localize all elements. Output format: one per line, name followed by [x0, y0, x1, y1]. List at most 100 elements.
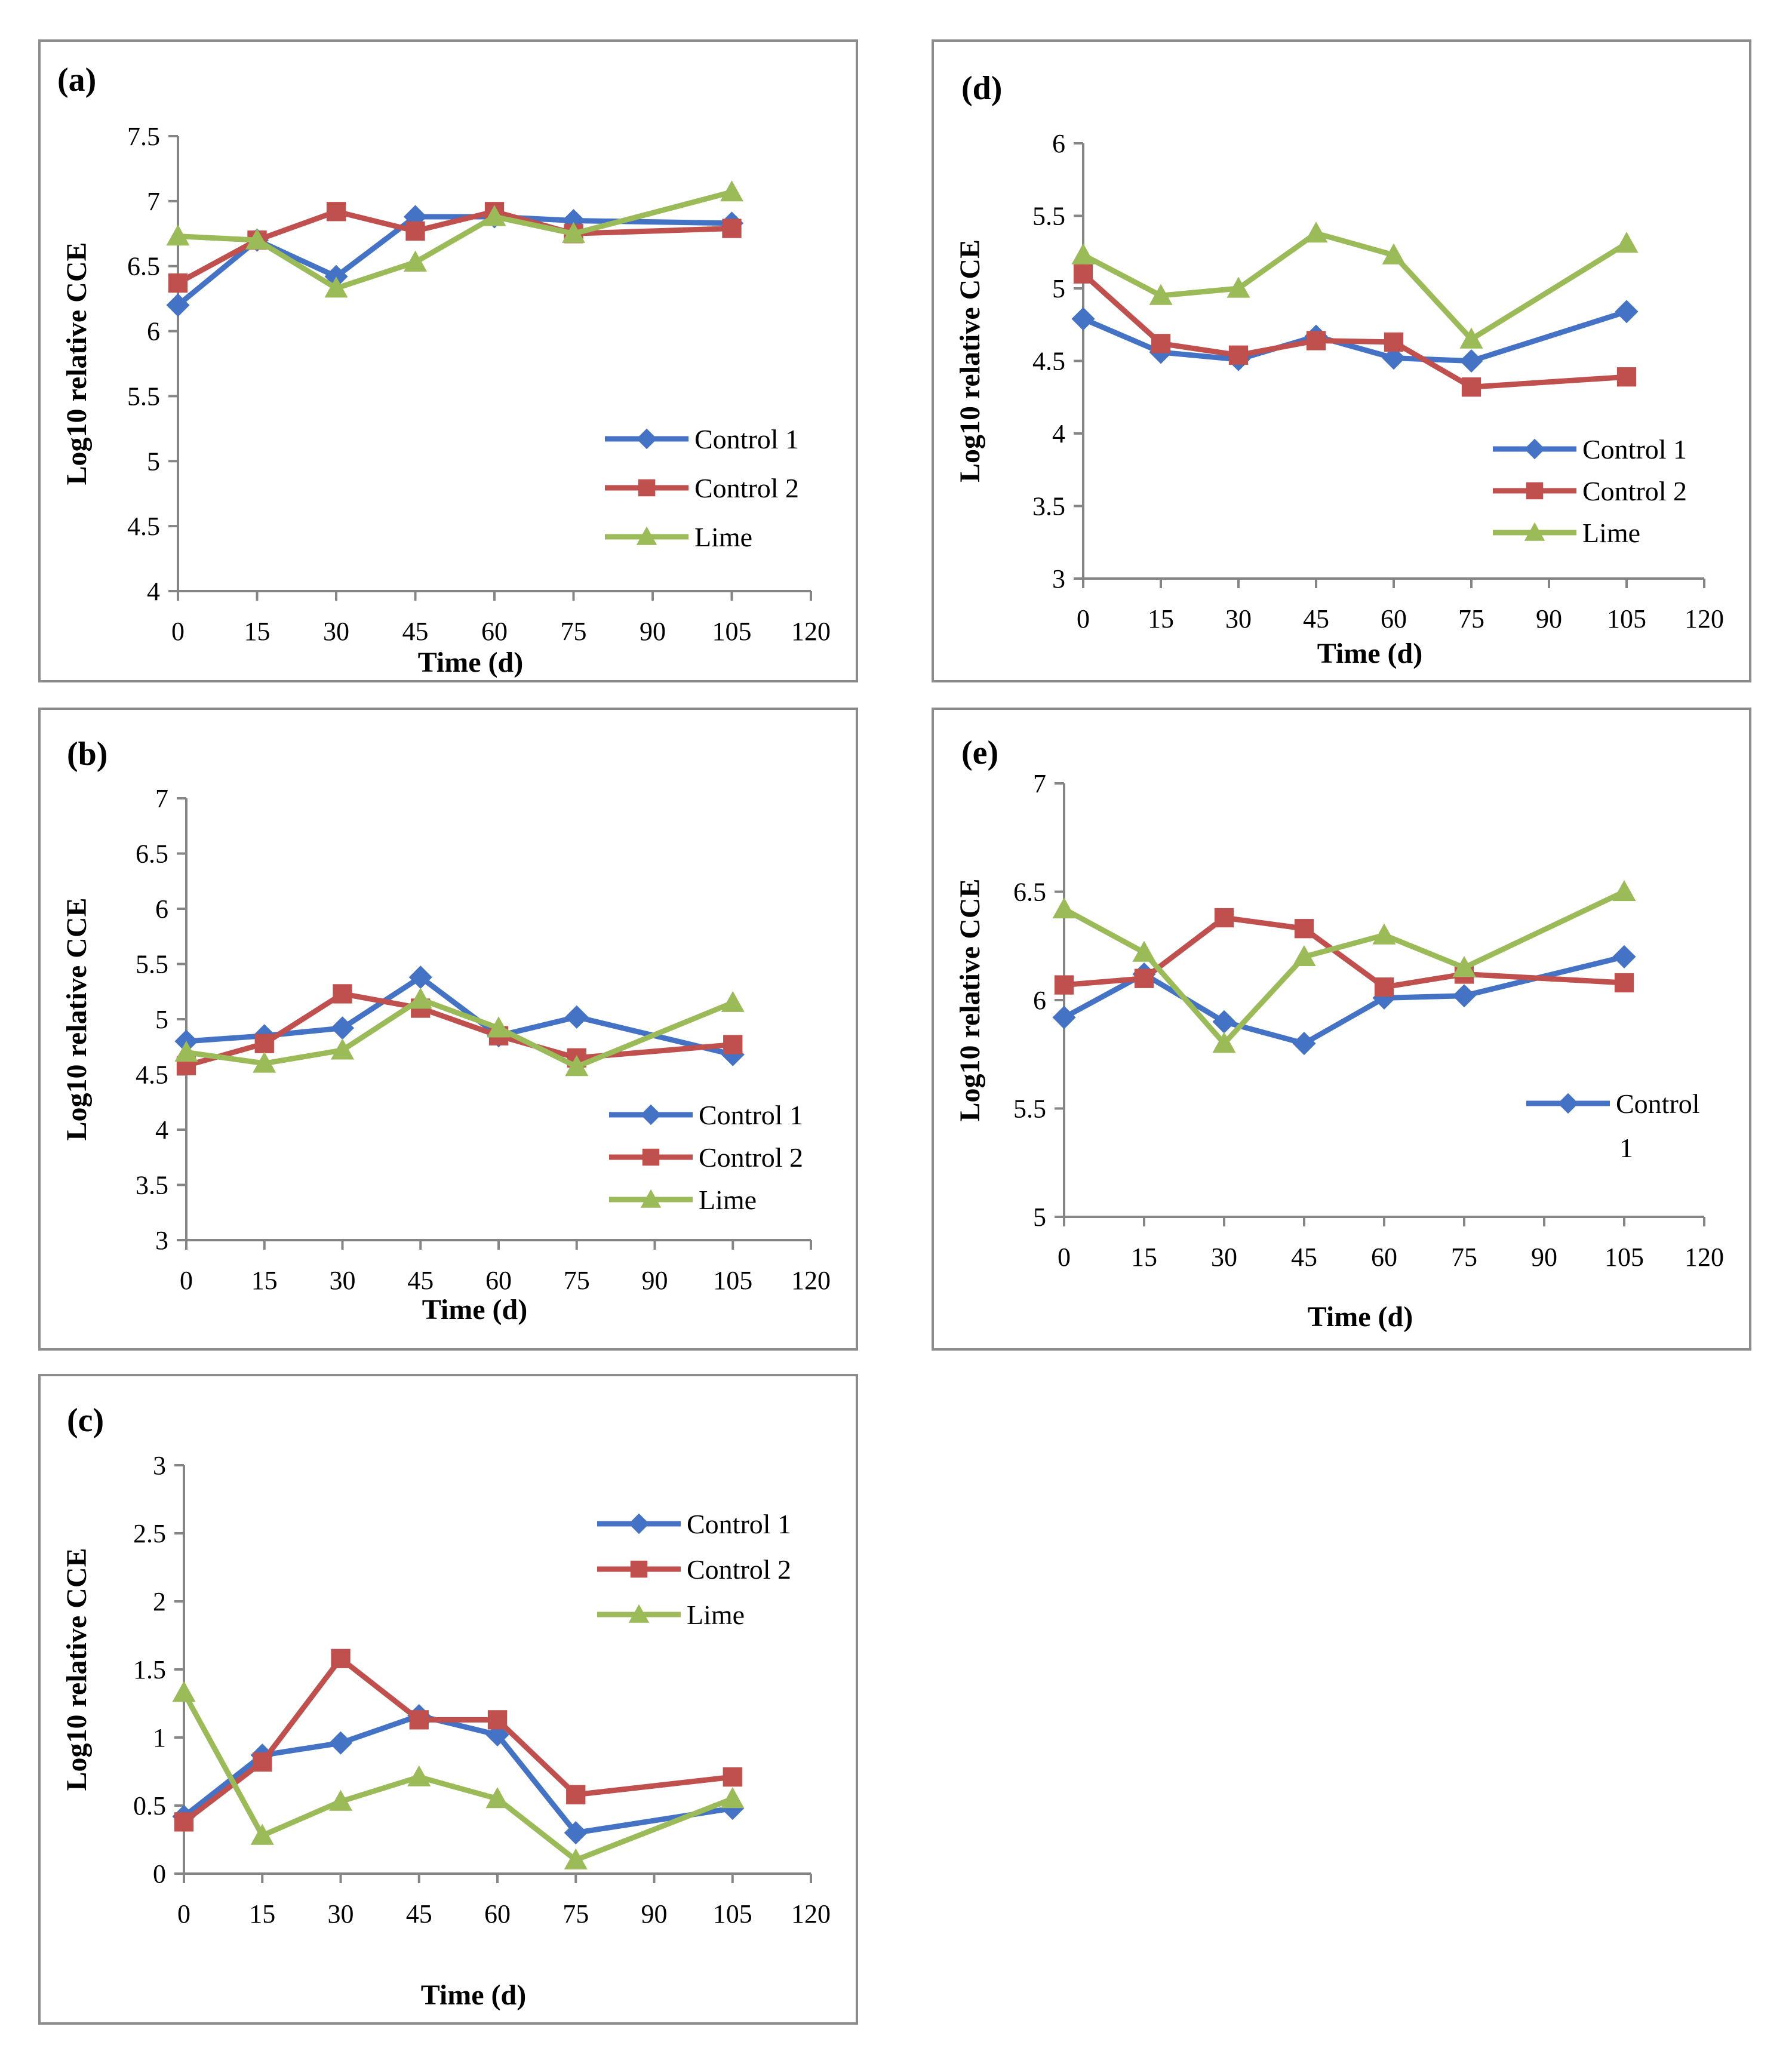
y-tick-label: 7	[1033, 769, 1046, 798]
legend-label-control-1: Control 1	[687, 1509, 791, 1539]
chart-a-svg: (a) 4 4.5 5 5.5 6 6.5 7 7.5 0 15 30 45 60 75 90 105 120 T…	[57, 61, 831, 678]
data-point-lime	[172, 1681, 196, 1702]
data-point-lime	[721, 991, 745, 1012]
data-point-control-2	[1228, 345, 1249, 365]
legend-label-lime: Lime	[687, 1600, 745, 1630]
data-point-lime	[166, 225, 190, 246]
x-tick-label: 75	[1451, 1243, 1477, 1272]
legend-marker-control-1	[1557, 1093, 1579, 1114]
data-point-control-1	[1382, 346, 1406, 370]
x-tick-label: 45	[402, 617, 429, 646]
y-tick-label: 3	[155, 1226, 168, 1255]
y-tick-label: 6	[147, 317, 160, 346]
data-point-lime	[1052, 897, 1076, 919]
x-tick-label: 105	[713, 1899, 752, 1929]
data-point-control-2	[1294, 919, 1314, 939]
legend-label-control-2: Control 2	[694, 473, 799, 503]
data-point-lime	[1292, 945, 1316, 967]
data-point-control-1	[565, 1005, 589, 1029]
y-tick-label: 5	[1033, 1203, 1046, 1232]
x-tick-label: 75	[561, 617, 587, 646]
data-point-control-1	[561, 208, 586, 233]
data-point-control-2	[1214, 908, 1234, 928]
data-point-control-2	[1461, 377, 1481, 397]
data-point-lime	[721, 1787, 745, 1809]
data-point-lime	[245, 228, 269, 250]
data-point-control-2	[1151, 334, 1171, 353]
x-tick-label: 75	[564, 1266, 590, 1295]
data-point-lime	[561, 222, 586, 243]
legend-marker-lime	[640, 1189, 662, 1208]
x-tick-label: 90	[1536, 604, 1562, 634]
data-point-control-2	[409, 1710, 429, 1730]
x-tick-label: 15	[244, 617, 271, 646]
chart-panel-b: (b) 3 3.5 4 4.5 5 5.5 6 6.5 7 0 15 30 45 60 75 90 105 120…	[38, 708, 858, 1351]
data-point-lime	[328, 1789, 353, 1811]
x-tick-label: 15	[1148, 604, 1174, 634]
data-point-lime	[1612, 879, 1636, 902]
chart-c-svg: (c) 00.511.522.530 15 30 45 60 75 90 105 120Time…	[61, 1402, 831, 2011]
x-tick-label: 90	[641, 1899, 668, 1929]
data-point-control-2	[566, 1785, 586, 1804]
legend-label-control-2: Control 2	[1582, 476, 1687, 506]
x-tick-label: 60	[484, 1899, 511, 1929]
x-tick-label: 0	[180, 1266, 193, 1295]
y-tick-label: 3	[153, 1451, 166, 1480]
y-tick-label: 6.5	[127, 252, 160, 281]
x-tick-label: 120	[1685, 1243, 1724, 1272]
data-point-control-1	[166, 293, 190, 317]
data-point-lime	[487, 1016, 511, 1038]
y-tick-label: 4.5	[127, 512, 160, 541]
panel-label-a: (a)	[57, 61, 96, 99]
x-tick-label: 120	[1685, 604, 1724, 634]
data-point-control-2	[253, 1752, 272, 1772]
y-tick-label: 0	[153, 1859, 166, 1889]
data-point-control-2	[722, 219, 742, 238]
y-axis-title: Log10 relative CCE	[61, 1548, 93, 1791]
y-tick-label: 2	[153, 1587, 166, 1616]
x-axis-title: Time (d)	[421, 1979, 526, 2011]
y-tick-label: 6	[155, 894, 168, 924]
data-point-control-2	[405, 221, 425, 241]
data-point-control-2	[1374, 977, 1394, 997]
x-tick-label: 45	[1303, 604, 1329, 634]
y-tick-label: 7	[155, 784, 168, 813]
x-tick-label: 105	[712, 617, 752, 646]
x-tick-label: 15	[249, 1899, 275, 1929]
data-point-lime	[1149, 284, 1173, 305]
y-tick-label: 4.5	[136, 1060, 168, 1090]
series-line-lime	[1081, 230, 1628, 342]
data-point-lime	[1372, 923, 1396, 945]
x-axis-title: Time (d)	[418, 647, 523, 678]
data-point-control-1	[1212, 1010, 1236, 1034]
y-tick-label: 7	[147, 187, 160, 216]
data-point-control-2	[1073, 264, 1093, 284]
panel-label-c: (c)	[67, 1402, 104, 1439]
chart-panel-e: (e) 5 5.5 6 6.5 7 0 15 30 45 60 75 90 105 120 Time (d)…	[932, 708, 1751, 1351]
y-tick-label: 0.5	[133, 1791, 166, 1820]
y-tick-label: 5	[147, 447, 160, 476]
data-point-lime	[482, 205, 506, 226]
x-tick-label: 30	[323, 617, 349, 646]
panel-label-e: (e)	[961, 734, 998, 771]
data-point-lime	[403, 250, 428, 272]
x-tick-label: 30	[1211, 1243, 1237, 1272]
y-tick-label: 4.5	[1032, 347, 1065, 376]
x-tick-label: 0	[1058, 1243, 1071, 1272]
y-tick-label: 5.5	[127, 382, 160, 411]
data-point-control-1	[1292, 1032, 1316, 1056]
x-tick-label: 90	[1531, 1243, 1557, 1272]
x-axis-title: Time (d)	[1308, 1301, 1413, 1333]
x-tick-label: 90	[642, 1266, 668, 1295]
y-tick-label: 3.5	[136, 1171, 168, 1200]
x-tick-label: 0	[171, 617, 185, 646]
x-tick-label: 120	[791, 1266, 831, 1295]
chart-panel-a: (a) 4 4.5 5 5.5 6 6.5 7 7.5 0 15 30 45 60 75 90 105 120 T…	[38, 39, 858, 682]
x-tick-label: 45	[407, 1266, 434, 1295]
data-point-control-2	[168, 273, 188, 293]
x-tick-label: 45	[406, 1899, 432, 1929]
data-point-lime	[1071, 243, 1095, 265]
data-point-control-1	[1615, 300, 1639, 324]
legend-label-control-2: Control 2	[699, 1142, 803, 1173]
chart-e-svg: (e) 5 5.5 6 6.5 7 0 15 30 45 60 75 90 105 120 Time (d)…	[954, 734, 1724, 1333]
